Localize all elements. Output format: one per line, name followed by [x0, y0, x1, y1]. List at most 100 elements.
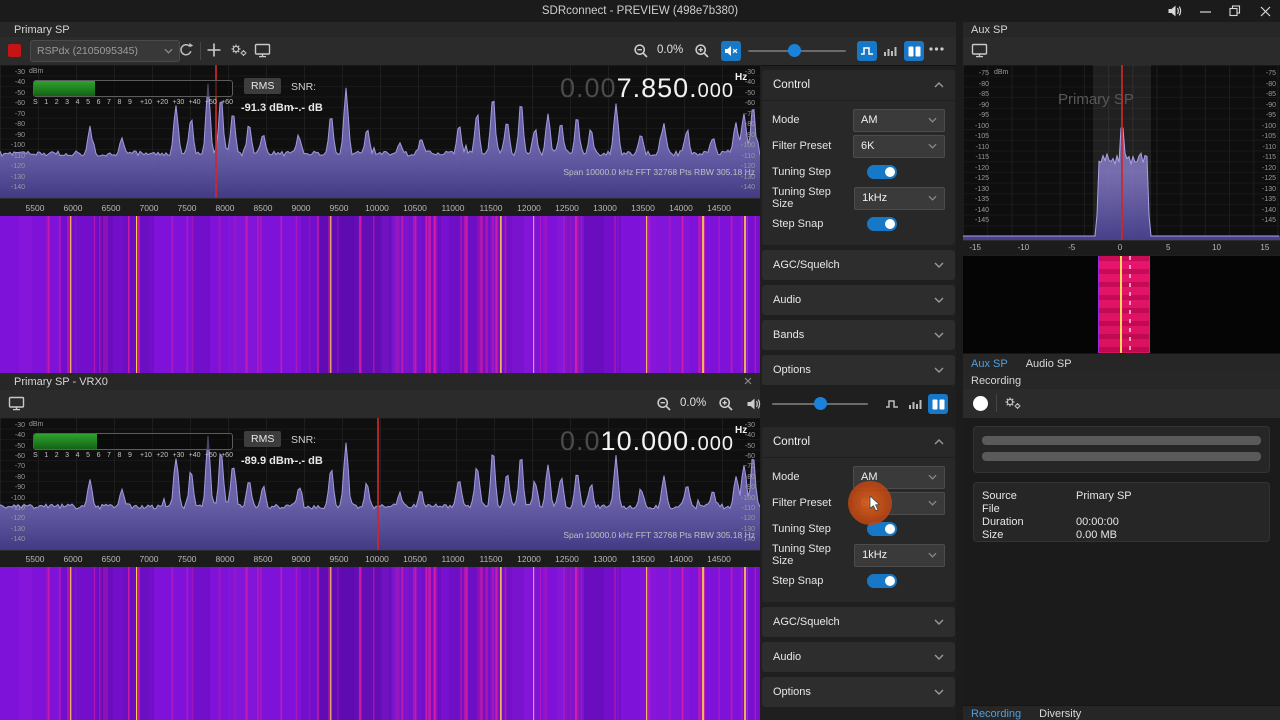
mode-select[interactable]: AM	[853, 108, 945, 132]
step-snap-toggle[interactable]	[867, 574, 897, 588]
control-section-header[interactable]: Control	[762, 70, 955, 101]
agc-squelch-section[interactable]: AGC/Squelch	[762, 250, 955, 280]
tick-label: 9	[127, 99, 132, 106]
frequency-readout[interactable]: 0.00 7.850. 000 Hz	[560, 72, 747, 104]
frequency-axis[interactable]: 5500 6000 6500 7000 7500 8000 8500 9000 9500 1000…	[0, 550, 760, 568]
tick-label: -105	[1261, 133, 1276, 140]
filter-preset-select[interactable]: 6K	[853, 134, 945, 158]
source-watermark: Primary SP	[1058, 91, 1134, 108]
primary-sp-region: Primary SP RSPdx (2105095345)	[0, 22, 956, 720]
vrx0-spectrum-display[interactable]: -30 -40 -50 -60 -70 -80 -90 -100 -110 -120 -130 -14…	[0, 418, 760, 550]
filter-preset-label: Filter Preset	[772, 497, 832, 509]
tuning-step-size-select[interactable]: 1kHz	[854, 543, 945, 567]
stop-device-button[interactable]	[8, 44, 21, 57]
audio-section[interactable]: Audio	[762, 285, 955, 315]
audio-mute-titlebar-button[interactable]	[1160, 0, 1190, 22]
refresh-devices-button[interactable]	[178, 42, 194, 58]
detach-vrx-button[interactable]	[8, 396, 25, 411]
zoom-out-button[interactable]	[656, 396, 672, 412]
split-view-button[interactable]	[904, 41, 924, 61]
zoom-in-button[interactable]	[718, 396, 734, 412]
chevron-down-icon	[934, 297, 944, 303]
tuning-step-row: Tuning Step	[762, 516, 955, 542]
rms-button[interactable]: RMS	[244, 78, 282, 94]
frequency-readout[interactable]: 0.0 10.000. 000 Hz	[560, 425, 747, 457]
snr-value: --.- dB	[291, 102, 323, 114]
tick-label: -100	[740, 494, 755, 502]
tick-label: -130	[740, 173, 755, 181]
tick-label: 14000	[669, 203, 693, 213]
rms-button[interactable]: RMS	[244, 431, 282, 447]
dbm-scale-left: -75 -80 -85 -90 -95 -100 -105 -110 -115 -120 -125 -…	[967, 70, 989, 224]
tab-audio-sp[interactable]: Audio SP	[1025, 358, 1072, 370]
tuning-step-size-select[interactable]: 1kHz	[854, 186, 945, 210]
volume-slider[interactable]	[748, 44, 846, 57]
tick-label: 12500	[555, 203, 579, 213]
aux-waterfall[interactable]	[963, 256, 1280, 353]
vrx0-waterfall[interactable]	[0, 567, 779, 720]
tuning-step-size-label: Tuning Step Size	[772, 543, 831, 567]
waterfall-view-button[interactable]	[905, 394, 925, 414]
more-options-button[interactable]	[929, 47, 944, 51]
tick-label: -30	[14, 422, 25, 429]
tick-label: 9	[127, 452, 132, 459]
tick-label: -15	[969, 243, 981, 252]
tick-label: +10	[140, 99, 152, 106]
tick-label: 13000	[593, 203, 617, 213]
aux-sp-toolbar	[963, 37, 1280, 66]
add-vrx-button[interactable]	[206, 42, 222, 58]
control-section-header[interactable]: Control	[762, 427, 955, 458]
tuning-step-toggle[interactable]	[867, 522, 897, 536]
recording-settings-button[interactable]	[1004, 396, 1022, 410]
aux-sp-title: Aux SP	[971, 23, 1008, 36]
speaker-button[interactable]	[746, 397, 762, 411]
zoom-in-button[interactable]	[694, 43, 710, 59]
primary-spectrum-display[interactable]: -30 -40 -50 -60 -70 -80 -90 -100 -110 -120 -130 -14…	[0, 65, 760, 198]
vrx0-close-button[interactable]	[744, 376, 752, 388]
ellipsis-icon	[929, 47, 944, 51]
bands-section[interactable]: Bands	[762, 320, 955, 350]
spectrum-view-button[interactable]	[882, 394, 902, 414]
field-label: Source	[982, 490, 1017, 502]
level-meter	[982, 452, 1261, 461]
tuning-step-toggle[interactable]	[867, 165, 897, 179]
tick-label: -140	[10, 183, 25, 191]
record-button[interactable]	[973, 396, 988, 411]
agc-squelch-section[interactable]: AGC/Squelch	[762, 607, 955, 637]
volume-slider-thumb[interactable]	[814, 397, 827, 410]
split-view-button[interactable]	[928, 394, 948, 414]
zoom-out-button[interactable]	[633, 43, 649, 59]
restore-button[interactable]	[1220, 0, 1250, 22]
waterfall-view-button[interactable]	[880, 41, 900, 61]
detach-aux-button[interactable]	[971, 43, 988, 58]
mute-button[interactable]	[721, 41, 741, 61]
primary-waterfall[interactable]	[0, 216, 779, 373]
volume-slider-thumb[interactable]	[788, 44, 801, 57]
tick-label: 8500	[253, 203, 273, 213]
tab-diversity[interactable]: Diversity	[1039, 707, 1082, 720]
device-settings-button[interactable]	[230, 43, 248, 57]
tab-recording[interactable]: Recording	[971, 707, 1022, 720]
volume-slider[interactable]	[772, 397, 868, 410]
tick-label: -90	[744, 131, 755, 139]
step-snap-toggle[interactable]	[867, 217, 897, 231]
tick-label: 8000	[215, 203, 235, 213]
minimize-button[interactable]	[1190, 0, 1220, 22]
refresh-icon	[180, 43, 194, 56]
tab-aux-sp[interactable]: Aux SP	[971, 358, 1008, 370]
zoom-percent: 0.0%	[657, 44, 684, 56]
frequency-axis[interactable]: 5500 6000 6500 7000 7500 8000 8500 9000 9500 1000…	[0, 198, 760, 217]
options-section[interactable]: Options	[762, 355, 955, 385]
options-section[interactable]: Options	[762, 677, 955, 707]
detach-display-button[interactable]	[254, 43, 271, 58]
device-select-value: RSPdx (2105095345)	[37, 45, 138, 57]
audio-section[interactable]: Audio	[762, 642, 955, 672]
aux-spectrum-display[interactable]: Primary SP -75 -80 -85 -90 -95 -100 -105 -110 -1…	[963, 65, 1280, 240]
tick-label: +40	[188, 99, 201, 106]
info-row: Size 0.00 MB	[982, 529, 1269, 542]
close-button[interactable]	[1250, 0, 1280, 22]
device-select[interactable]: RSPdx (2105095345)	[30, 40, 180, 62]
spectrum-view-button[interactable]	[857, 41, 877, 61]
rms-value: -91.3 dBm	[241, 102, 294, 114]
tick-label: 4	[75, 99, 80, 106]
